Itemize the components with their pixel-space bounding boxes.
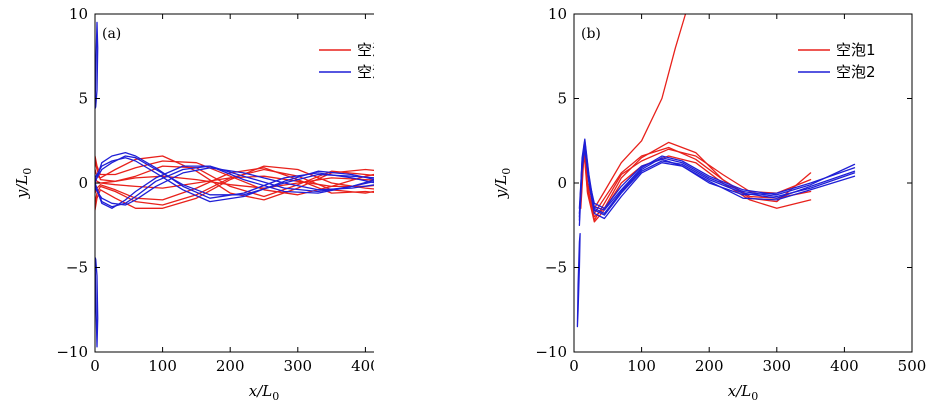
series-line-2-1 (576, 233, 581, 328)
x-tick-label: 100 (148, 357, 177, 375)
series-line-1-6 (94, 165, 400, 211)
y-tick-label: 5 (557, 90, 567, 108)
series-line-2-7 (94, 155, 377, 196)
y-tick-label: 10 (548, 5, 567, 23)
y-tick-label: −10 (535, 343, 567, 361)
y-tick-label: −10 (56, 343, 88, 361)
series-line-1-2 (580, 141, 812, 218)
x-axis-label-subscript: 0 (272, 390, 279, 403)
series-line-1-4 (94, 167, 400, 201)
clip-top (574, 0, 912, 14)
y-tick-label: −5 (66, 259, 88, 277)
series-line-2-6 (94, 167, 377, 206)
series-line-2-1 (94, 21, 99, 110)
y-tick-label: −5 (545, 259, 567, 277)
y-axis-label-subscript: 0 (500, 168, 513, 175)
y-axis-label-subscript: 0 (21, 168, 34, 175)
x-tick-label: 200 (695, 357, 724, 375)
x-tick-label: 0 (569, 357, 579, 375)
series-line-2-2 (94, 256, 99, 348)
chart-panel-1: 0100200300400500−10−50510x/L0y/L0(a)空泡1空… (0, 0, 447, 412)
series-line-1-4 (580, 151, 812, 223)
series-line-2-6 (578, 140, 856, 221)
y-tick-label: 10 (69, 5, 88, 23)
series-line-2-3 (578, 145, 856, 209)
x-tick-label: 400 (830, 357, 859, 375)
chart-panel-2: 0 100 200 300 400 500−10−50510x/L0y/L0(b)空泡1空… (374, 0, 926, 412)
x-tick-label: 200 (216, 357, 245, 375)
x-axis-label: x/L0 (249, 382, 279, 403)
x-axis-label-subscript: 0 (751, 390, 758, 403)
x-tick-label: 0 (90, 357, 100, 375)
y-axis-label: y/L0 (492, 168, 513, 200)
y-tick-label: 5 (78, 90, 88, 108)
x-tick-label: 500 (898, 357, 927, 375)
panel-label: (b) (581, 26, 601, 42)
panel-label: (a) (102, 26, 121, 42)
y-tick-label: 0 (557, 174, 567, 192)
y-axis-label: y/L0 (13, 168, 34, 200)
series-line-1-8 (94, 175, 400, 189)
x-axis-label: x/L0 (728, 382, 758, 403)
clip-left (0, 0, 95, 412)
y-tick-label: 0 (78, 174, 88, 192)
x-tick-label: 400 (351, 357, 380, 375)
legend-label-2: 空泡2 (836, 63, 876, 81)
series-line-2-8 (94, 165, 377, 209)
series-line-2-5 (94, 157, 377, 203)
legend-label-1: 空泡1 (836, 41, 876, 59)
series-line-2-3 (94, 151, 377, 199)
clip-top (95, 0, 433, 14)
series-line-2-4 (94, 165, 377, 208)
x-tick-label: 300 (283, 357, 312, 375)
clip-left (374, 0, 574, 412)
x-tick-label: 300 (762, 357, 791, 375)
x-tick-label: 100 (627, 357, 656, 375)
series-line-2-4 (578, 148, 856, 226)
